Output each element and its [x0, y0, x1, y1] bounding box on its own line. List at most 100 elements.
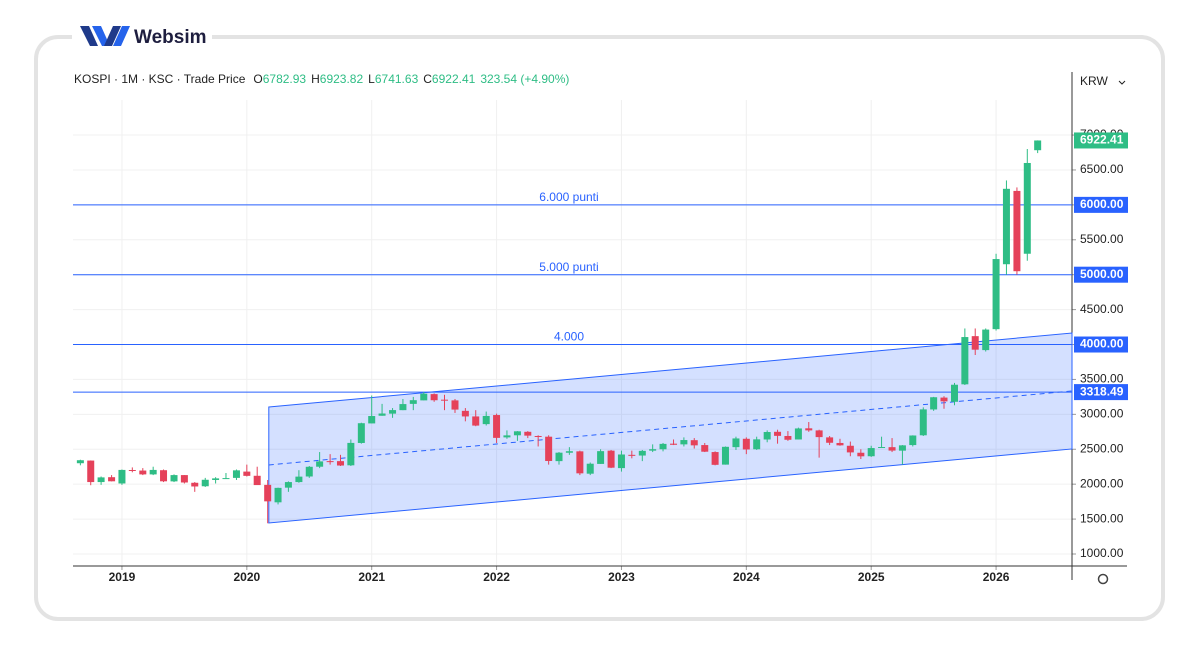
- candle-body: [1013, 190, 1021, 272]
- candle-body: [597, 451, 605, 464]
- symbol: KOSPI · 1M · KSC · Trade Price: [74, 72, 246, 86]
- candle-body: [992, 259, 1000, 330]
- candle-body: [170, 475, 178, 482]
- ohlc-letter: L: [368, 72, 375, 86]
- candle-body: [524, 431, 532, 436]
- candle-body: [649, 449, 657, 451]
- y-tick-label: 6500.00: [1080, 162, 1124, 176]
- candle-body: [721, 446, 729, 465]
- plot-area: 1000.00 1500.00 2000.00 2500.00 3000.00 3500.…: [73, 72, 1128, 585]
- level-tag: [1074, 266, 1128, 283]
- candle-body: [763, 432, 771, 440]
- candle-body: [201, 479, 209, 487]
- candle-body: [1034, 140, 1042, 151]
- settings-icon[interactable]: [1097, 573, 1109, 585]
- candle-body: [451, 400, 459, 410]
- candle-body: [420, 393, 428, 401]
- level-tag-label: 4000.00: [1080, 337, 1124, 351]
- candle-body: [545, 436, 553, 461]
- y-tick-label: 3500.00: [1080, 372, 1124, 386]
- candle-body: [409, 400, 417, 404]
- channel: [268, 332, 1073, 524]
- level-text: 4.000: [554, 330, 584, 344]
- ohlc-value: 6741.63: [375, 72, 419, 86]
- candle-body: [97, 477, 105, 483]
- ohlc-value: 6923.82: [320, 72, 364, 86]
- candle-body: [191, 482, 199, 487]
- y-tick-label: 1000.00: [1080, 546, 1124, 560]
- candle-body: [357, 423, 365, 443]
- candle-body: [1023, 162, 1031, 254]
- candle-body: [784, 435, 792, 440]
- candle-body: [76, 460, 84, 464]
- candle-body: [607, 450, 615, 468]
- currency[interactable]: KRW: [1080, 74, 1108, 88]
- candle-body: [732, 438, 740, 448]
- candle-body: [482, 415, 490, 425]
- candle-body: [774, 431, 782, 436]
- candle-body: [826, 437, 834, 443]
- candle-body: [898, 445, 906, 451]
- candle-body: [815, 430, 823, 438]
- x-tick-label: 2021: [358, 570, 385, 584]
- y-tick-label: 3000.00: [1080, 407, 1124, 421]
- candle-body: [503, 435, 511, 438]
- change: 323.54 (+4.90%): [480, 72, 569, 86]
- candle-body: [368, 416, 376, 424]
- candle-body: [441, 399, 449, 401]
- candle-body: [149, 469, 157, 475]
- level-tag: [1074, 196, 1128, 213]
- candle-body: [617, 454, 625, 469]
- candle-body: [212, 478, 220, 480]
- level-text: 6.000 punti: [539, 190, 598, 204]
- candle-body: [753, 439, 761, 450]
- candle-body: [846, 445, 854, 453]
- level-tag-label: 3318.49: [1080, 384, 1124, 398]
- candle-body: [628, 454, 636, 456]
- candle-body: [919, 409, 927, 436]
- x-tick-label: 2023: [608, 570, 635, 584]
- candle-body: [576, 451, 584, 474]
- candle-body: [118, 469, 126, 484]
- candle-body: [534, 435, 542, 437]
- candle-body: [232, 470, 240, 478]
- x-tick-label: 2025: [858, 570, 885, 584]
- candle-body: [180, 475, 188, 483]
- candle-body: [1002, 188, 1010, 265]
- candle-body: [513, 431, 521, 436]
- candle-body: [930, 397, 938, 410]
- candle-body: [253, 475, 261, 486]
- candle-body: [950, 384, 958, 402]
- candle-body: [586, 463, 594, 474]
- candle-body: [836, 442, 844, 446]
- candle-body: [461, 410, 469, 417]
- candle-body: [690, 440, 698, 446]
- last-price-label: 6922.41: [1080, 133, 1124, 147]
- candle-body: [347, 442, 355, 466]
- logo-mark: [80, 26, 130, 46]
- x-tick-label: 2026: [983, 570, 1010, 584]
- candle-body: [274, 487, 282, 503]
- candle-body: [982, 329, 990, 351]
- level-tag: [1074, 336, 1128, 353]
- candle-body: [659, 443, 667, 450]
- ohlc-letter: H: [311, 72, 320, 86]
- candle-body: [878, 447, 886, 449]
- candle-body: [305, 466, 313, 477]
- candle-body: [160, 470, 168, 482]
- candle-body: [909, 435, 917, 446]
- ohlc-value: 6782.93: [263, 72, 307, 86]
- candle-body: [430, 394, 438, 401]
- candle-body: [264, 484, 272, 502]
- candle-body: [888, 447, 896, 451]
- ohlc-letter: O: [253, 72, 262, 86]
- candle-body: [472, 416, 480, 426]
- x-tick-label: 2024: [733, 570, 760, 584]
- level-tag-label: 6000.00: [1080, 197, 1124, 211]
- level-tag: [1074, 384, 1128, 401]
- x-tick-label: 2020: [233, 570, 260, 584]
- candle-body: [87, 460, 95, 483]
- candle-body: [108, 477, 116, 482]
